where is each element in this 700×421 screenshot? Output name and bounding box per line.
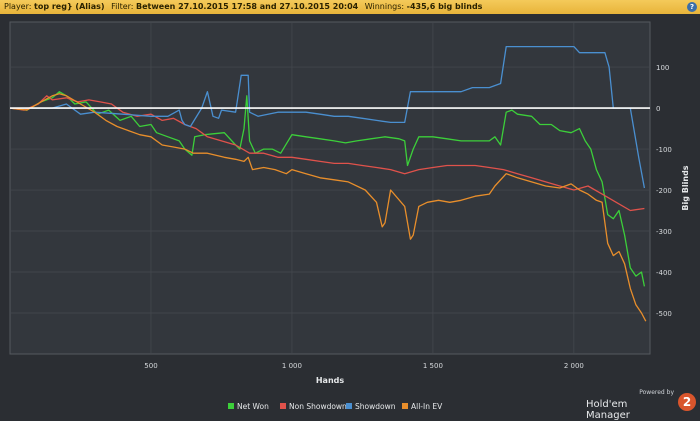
legend: Net Won Non Showdown Showdown All-In EV <box>228 402 443 411</box>
y-tick-label: -400 <box>656 269 672 277</box>
legend-swatch <box>280 403 286 409</box>
brand-logo-badge: 2 <box>678 393 696 411</box>
y-tick-label: -300 <box>656 228 672 236</box>
series-lines <box>9 45 647 322</box>
y-axis-ticks: 100 0 -100 -200 -300 -400 -500 <box>656 64 672 318</box>
legend-label[interactable]: Non Showdown <box>289 402 347 411</box>
winnings-label: Winnings: <box>364 2 405 11</box>
filter-info-bar: Player: top reg} (Alias) Filter: Between… <box>0 0 700 14</box>
y-tick-label: 100 <box>656 64 669 72</box>
legend-swatch <box>402 403 408 409</box>
y-tick-label: -200 <box>656 187 672 195</box>
x-tick-label: 1 000 <box>282 362 302 370</box>
x-tick-label: 500 <box>144 362 157 370</box>
legend-swatch <box>346 403 352 409</box>
series-line-all-in-ev <box>9 93 647 322</box>
plot-area <box>9 21 651 355</box>
y-tick-label: 0 <box>656 105 660 113</box>
series-line-net-won <box>9 91 646 287</box>
legend-label[interactable]: All-In EV <box>411 402 443 411</box>
brand-name: Hold'em Manager <box>586 399 630 421</box>
player-value: top reg} (Alias) <box>34 2 105 11</box>
legend-label[interactable]: Net Won <box>237 402 269 411</box>
filter-value: Between 27.10.2015 17:58 and 27.10.2015 … <box>136 2 359 11</box>
player-label: Player: <box>4 2 32 11</box>
winnings-value: -435,6 big blinds <box>406 2 483 11</box>
x-tick-label: 2 000 <box>564 362 584 370</box>
winnings-chart: 500 1 000 1 500 2 000 100 0 -100 -200 -300 -400 -… <box>9 21 690 411</box>
x-axis-ticks: 500 1 000 1 500 2 000 <box>144 362 584 370</box>
series-line-non-showdown <box>9 95 645 212</box>
legend-swatch <box>228 403 234 409</box>
y-tick-label: -100 <box>656 146 672 154</box>
powered-by-text: Powered by <box>639 389 674 396</box>
series-line-showdown <box>10 45 646 189</box>
hem-branding: Powered by Hold'em Manager 2 <box>586 387 696 421</box>
filter-label: Filter: <box>111 2 134 11</box>
y-tick-label: -500 <box>656 310 672 318</box>
x-axis-label: Hands <box>316 376 345 385</box>
x-tick-label: 1 500 <box>423 362 443 370</box>
legend-label[interactable]: Showdown <box>355 402 396 411</box>
question-icon[interactable]: ? <box>687 2 697 12</box>
y-axis-label: Big Blinds <box>681 165 690 210</box>
